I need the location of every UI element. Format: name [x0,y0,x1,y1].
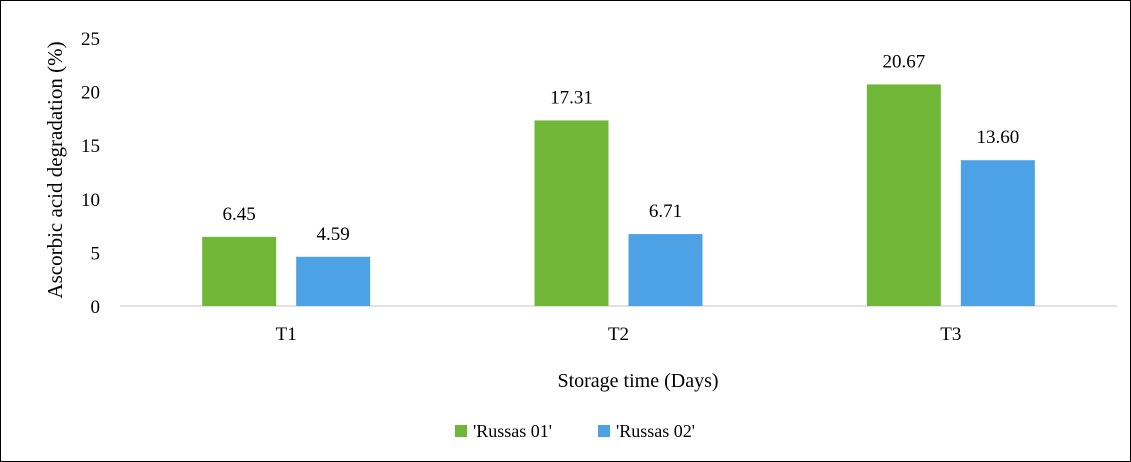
legend-swatch [455,425,467,437]
legend: 'Russas 01' 'Russas 02' [455,421,695,441]
x-axis-label: Storage time (Days) [557,370,718,392]
x-tick-label: T2 [608,324,629,345]
x-tick-label: T3 [940,324,961,345]
data-label: 17.31 [550,87,593,108]
y-axis-ticks: 0 5 10 15 20 25 [81,29,100,318]
bar-t1-series-2 [296,256,371,306]
bar-t3-series-1 [866,84,941,306]
y-tick-label: 0 [91,297,101,318]
bar-t3-series-2 [960,160,1035,306]
bars: 6.45 4.59 17.31 6.71 20.67 13.60 [202,51,1035,306]
x-tick-label: T1 [276,324,297,345]
data-label: 4.59 [317,224,350,245]
bar-t1-series-1 [202,236,277,306]
x-axis-ticks: T1 T2 T3 [276,324,962,345]
y-tick-label: 20 [81,83,100,104]
y-tick-label: 25 [81,29,100,50]
y-tick-label: 10 [81,190,100,211]
y-tick-label: 5 [91,243,101,264]
data-label: 6.45 [223,204,256,225]
bar-t2-series-1 [534,120,609,306]
legend-label: 'Russas 01' [473,421,552,441]
data-label: 20.67 [882,51,925,72]
data-label: 13.60 [976,127,1019,148]
legend-swatch [598,425,610,437]
y-tick-label: 15 [81,136,100,157]
y-axis-label: Ascorbic acid degradation (%) [43,41,67,298]
legend-label: 'Russas 02' [616,421,695,441]
data-label: 6.71 [649,201,682,222]
bar-t2-series-2 [628,234,703,306]
